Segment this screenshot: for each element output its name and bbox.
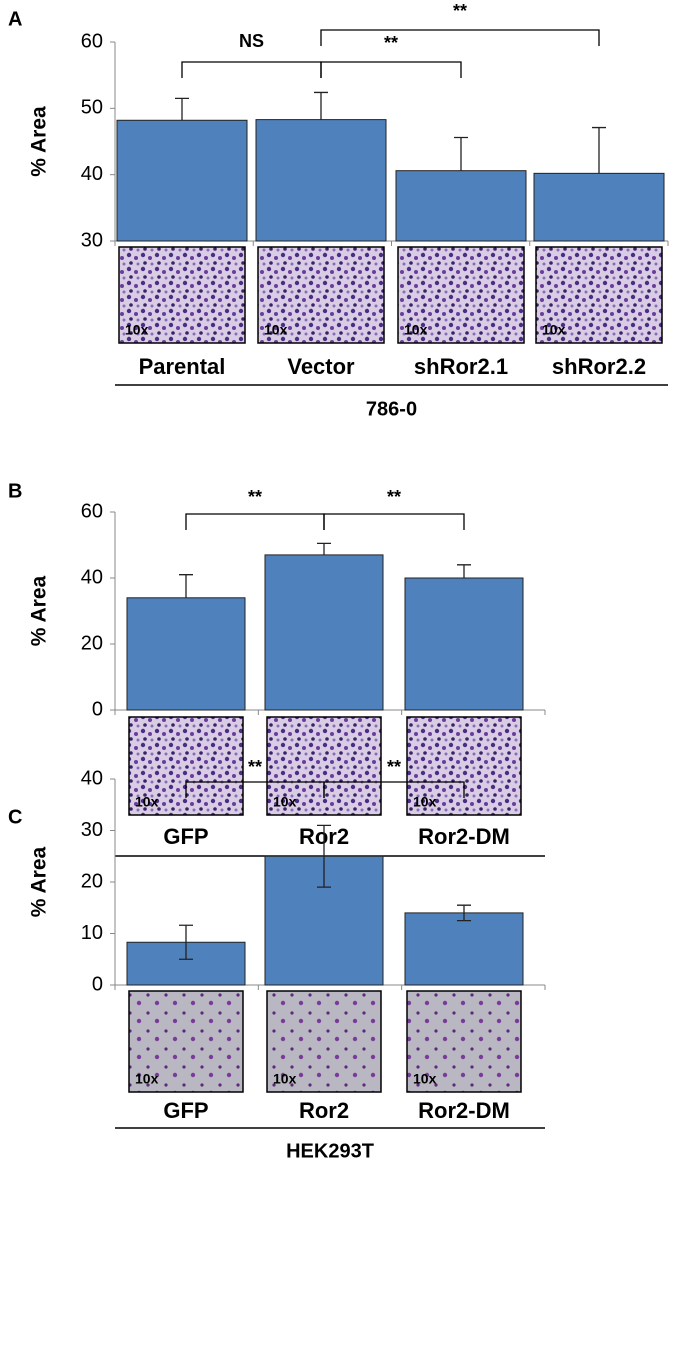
micrograph <box>266 990 382 1093</box>
magnification-label: 10x <box>404 322 428 338</box>
micrograph <box>406 990 522 1093</box>
significance-label: ** <box>387 487 401 507</box>
category-label: Ror2-DM <box>418 1098 510 1123</box>
y-tick-label: 0 <box>92 698 103 720</box>
significance-bracket <box>320 29 600 46</box>
magnification-label: 10x <box>273 1071 297 1087</box>
error-bar <box>317 824 331 888</box>
group-label: HEK293T <box>286 1140 374 1162</box>
bar <box>404 577 524 711</box>
significance-bracket <box>320 61 462 78</box>
category-label: Ror2 <box>299 1098 349 1123</box>
error-bar <box>454 136 468 171</box>
error-bar <box>175 97 189 121</box>
error-bar <box>457 904 471 922</box>
magnification-label: 10x <box>413 1071 437 1087</box>
magnification-label: 10x <box>125 322 149 338</box>
y-tick-label: 20 <box>81 632 103 654</box>
category-label: Ror2-DM <box>418 824 510 849</box>
micrograph <box>406 716 522 816</box>
y-tick-label: 40 <box>81 767 103 789</box>
bar <box>116 119 248 242</box>
micrograph <box>535 246 663 344</box>
category-label: shRor2.2 <box>552 354 646 379</box>
y-axis-label: % Area <box>28 846 51 917</box>
significance-label: ** <box>453 1 467 21</box>
micrograph <box>128 716 244 816</box>
significance-label: ** <box>248 757 262 777</box>
magnification-label: 10x <box>413 794 437 810</box>
y-tick-label: 30 <box>81 229 103 251</box>
bar <box>395 170 527 242</box>
group-label: 786-0 <box>366 398 417 420</box>
significance-label: ** <box>384 33 398 53</box>
category-label: GFP <box>163 824 208 849</box>
category-label: shRor2.1 <box>414 354 508 379</box>
panel-letter: A <box>8 8 22 30</box>
significance-label: ** <box>387 757 401 777</box>
significance-bracket <box>323 513 465 530</box>
micrograph <box>118 246 246 344</box>
micrograph <box>257 246 385 344</box>
y-tick-label: 50 <box>81 97 103 119</box>
category-label: GFP <box>163 1098 208 1123</box>
error-bar <box>179 924 193 960</box>
bar <box>264 554 384 711</box>
error-bar <box>457 564 471 578</box>
y-tick-label: 60 <box>81 30 103 52</box>
y-tick-label: 0 <box>92 973 103 995</box>
y-tick-label: 10 <box>81 922 103 944</box>
bar <box>255 119 387 242</box>
panel-letter: C <box>8 806 22 828</box>
y-tick-label: 40 <box>81 566 103 588</box>
significance-label: ** <box>248 487 262 507</box>
y-tick-label: 30 <box>81 819 103 841</box>
micrograph <box>128 990 244 1093</box>
magnification-label: 10x <box>264 322 288 338</box>
y-tick-label: 20 <box>81 870 103 892</box>
magnification-label: 10x <box>135 1071 159 1087</box>
error-bar <box>592 126 606 174</box>
error-bar <box>179 574 193 598</box>
category-label: Vector <box>287 354 355 379</box>
y-tick-label: 40 <box>81 163 103 185</box>
magnification-label: 10x <box>273 794 297 810</box>
significance-label: NS <box>239 31 264 51</box>
magnification-label: 10x <box>542 322 566 338</box>
panel-letter: B <box>8 480 22 502</box>
y-axis-label: % Area <box>28 106 51 177</box>
bar <box>126 597 246 711</box>
significance-bracket <box>181 61 322 78</box>
magnification-label: 10x <box>135 794 159 810</box>
y-tick-label: 60 <box>81 500 103 522</box>
error-bar <box>317 542 331 555</box>
y-axis-label: % Area <box>28 575 51 646</box>
micrograph <box>397 246 525 344</box>
micrograph <box>266 716 382 816</box>
bar <box>533 172 665 242</box>
bar <box>404 912 524 986</box>
significance-bracket <box>185 513 325 530</box>
error-bar <box>314 91 328 120</box>
category-label: Parental <box>139 354 226 379</box>
significance-bracket <box>323 781 465 798</box>
